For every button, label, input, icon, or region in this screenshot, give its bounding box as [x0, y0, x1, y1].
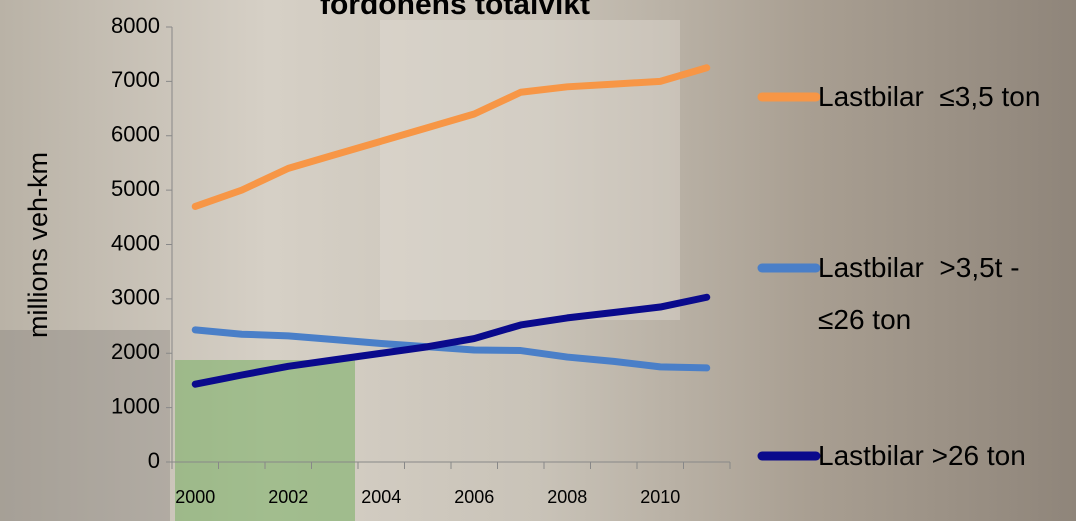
y-tick-label: 7000 — [111, 67, 160, 92]
x-tick-label: 2002 — [268, 487, 308, 507]
legend-label: Lastbilar ≤3,5 ton — [818, 81, 1041, 112]
y-tick-label: 4000 — [111, 230, 160, 255]
y-tick-label: 5000 — [111, 176, 160, 201]
y-tick-label: 1000 — [111, 393, 160, 418]
series-line — [191, 293, 711, 388]
y-tick-label: 8000 — [111, 13, 160, 38]
x-tick-label: 2010 — [640, 487, 680, 507]
chart-title: fordonens totalvikt — [320, 0, 590, 21]
green-van — [175, 360, 355, 521]
street — [0, 330, 170, 521]
legend-label: Lastbilar >26 ton — [818, 440, 1026, 471]
building — [380, 20, 680, 320]
x-tick-label: 2000 — [175, 487, 215, 507]
y-tick-label: 0 — [148, 448, 160, 473]
series-line — [191, 326, 711, 372]
y-tick-label: 2000 — [111, 339, 160, 364]
x-tick-label: 2008 — [547, 487, 587, 507]
legend-label: Lastbilar >3,5t - ≤26 ton — [818, 252, 1028, 335]
series-line — [191, 64, 711, 210]
y-tick-label: 6000 — [111, 122, 160, 147]
y-tick-label: 3000 — [111, 285, 160, 310]
x-tick-label: 2006 — [454, 487, 494, 507]
y-axis-label: millions veh-km — [23, 152, 53, 338]
x-tick-label: 2004 — [361, 487, 401, 507]
